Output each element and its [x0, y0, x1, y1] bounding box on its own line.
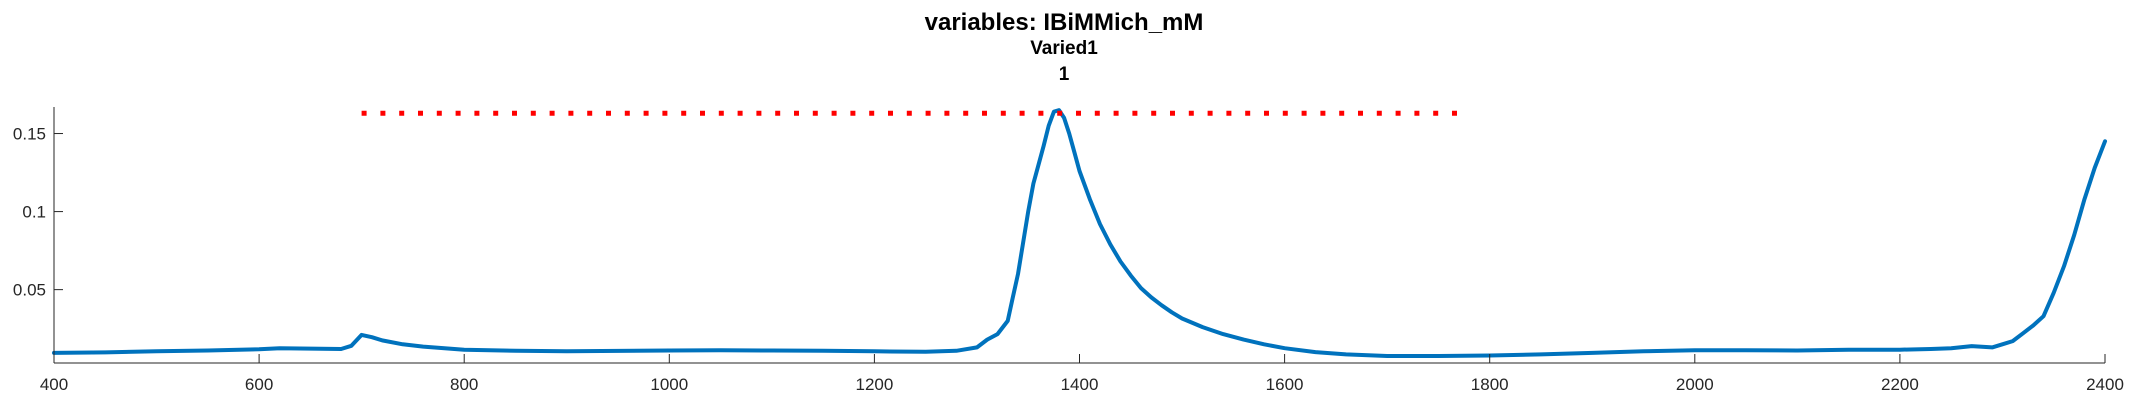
x-tick-label: 600	[245, 375, 273, 394]
chart-title: variables: IBiMMich_mM	[925, 9, 1204, 36]
x-tick-label: 1400	[1061, 375, 1099, 394]
series-line	[52, 108, 2107, 358]
x-tick-label: 800	[450, 375, 478, 394]
x-tick-label: 2200	[1881, 375, 1919, 394]
x-tick-label: 400	[40, 375, 68, 394]
y-axis-ticks: 0.05 0.1 0.15	[13, 125, 63, 300]
x-tick-label: 1000	[650, 375, 688, 394]
x-tick-label: 1200	[855, 375, 893, 394]
chart-subtitle: Varied1	[1030, 38, 1098, 59]
x-tick-label: 1800	[1471, 375, 1509, 394]
plot-area	[52, 108, 2107, 358]
y-tick-label: 0.05	[13, 281, 46, 300]
chart-subtitle-2: 1	[1059, 64, 1070, 85]
x-tick-label: 1600	[1266, 375, 1304, 394]
x-axis-ticks: 400 600 800 1000 1200 1400 1600 1800 2000 2200 240…	[40, 354, 2124, 394]
x-tick-label: 2000	[1676, 375, 1714, 394]
y-tick-label: 0.1	[22, 203, 46, 222]
y-tick-label: 0.15	[13, 125, 46, 144]
x-tick-label: 2400	[2086, 375, 2124, 394]
